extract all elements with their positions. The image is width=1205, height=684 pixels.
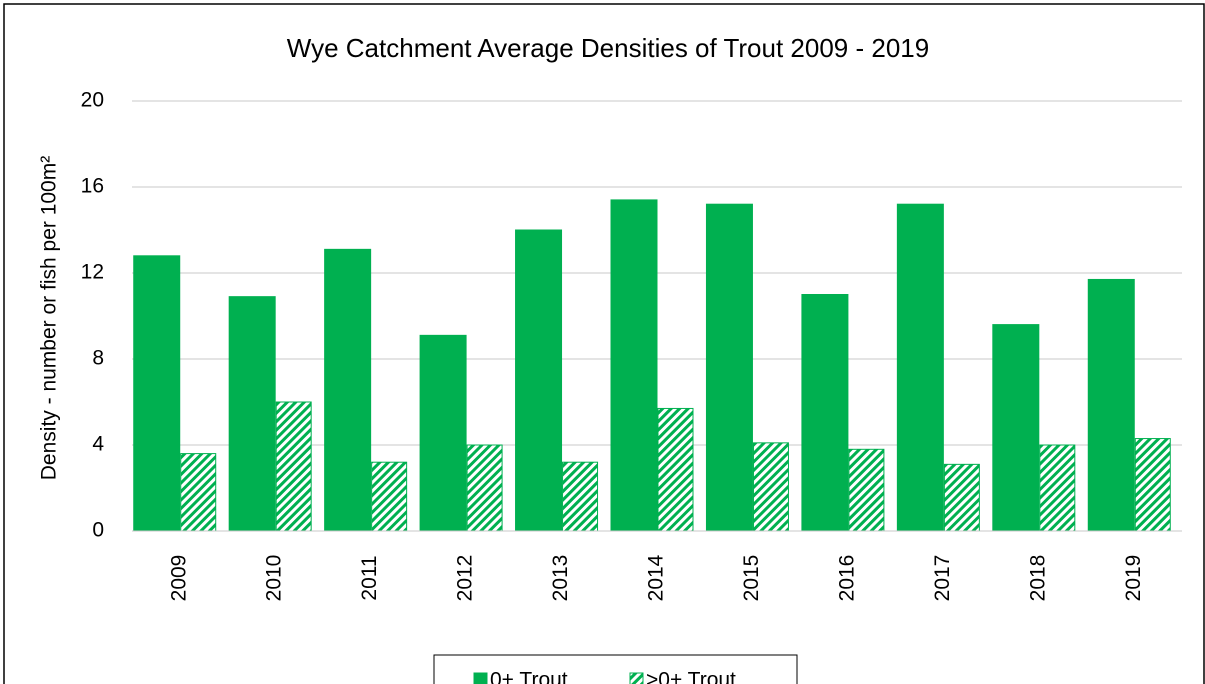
bar bbox=[275, 401, 312, 532]
bar bbox=[133, 255, 181, 532]
y-tick-label: 20 bbox=[81, 89, 104, 112]
x-tick-label: 2018 bbox=[1026, 555, 1049, 602]
chart-title: Wye Catchment Average Densities of Trout… bbox=[287, 33, 929, 63]
bar bbox=[848, 448, 885, 532]
x-tick-label: 2019 bbox=[1122, 555, 1145, 602]
bar bbox=[801, 294, 849, 532]
bar bbox=[992, 324, 1040, 532]
x-tick-label: 2016 bbox=[835, 555, 858, 602]
legend-label: >0+ Trout bbox=[646, 669, 736, 684]
bar bbox=[515, 229, 563, 532]
bar bbox=[371, 461, 408, 532]
bar bbox=[324, 248, 372, 532]
bar bbox=[228, 296, 276, 532]
bar bbox=[657, 407, 694, 532]
x-tick-label: 2017 bbox=[931, 555, 954, 602]
bar bbox=[562, 461, 599, 532]
legend-swatch bbox=[629, 672, 644, 684]
legend-swatch bbox=[473, 672, 488, 684]
x-tick-label: 2014 bbox=[645, 554, 668, 601]
y-tick-label: 4 bbox=[92, 433, 104, 456]
bar bbox=[705, 203, 753, 532]
bar bbox=[1087, 278, 1135, 532]
legend: 0+ Trout >0+ Trout bbox=[433, 654, 798, 684]
bar bbox=[1134, 438, 1171, 532]
bar bbox=[1039, 444, 1076, 532]
x-tick-label: 2015 bbox=[740, 555, 763, 602]
x-tick-label: 2009 bbox=[167, 555, 190, 602]
bar bbox=[610, 199, 658, 532]
legend-label: 0+ Trout bbox=[490, 669, 568, 684]
x-tick-label: 2012 bbox=[454, 555, 477, 602]
bar bbox=[180, 453, 217, 532]
y-tick-label: 12 bbox=[81, 261, 104, 284]
y-tick-label: 16 bbox=[81, 175, 104, 198]
bar bbox=[752, 442, 789, 532]
legend-box bbox=[433, 654, 798, 684]
bar bbox=[419, 334, 467, 532]
bar bbox=[943, 463, 980, 532]
y-axis-label: Density - number or fish per 100m² bbox=[38, 156, 61, 480]
bar bbox=[896, 203, 944, 532]
bar bbox=[466, 444, 503, 532]
y-tick-label: 0 bbox=[92, 519, 104, 542]
x-tick-label: 2013 bbox=[549, 555, 572, 602]
y-tick-label: 8 bbox=[92, 347, 104, 370]
x-tick-label: 2011 bbox=[358, 555, 381, 600]
x-tick-label: 2010 bbox=[263, 555, 286, 602]
